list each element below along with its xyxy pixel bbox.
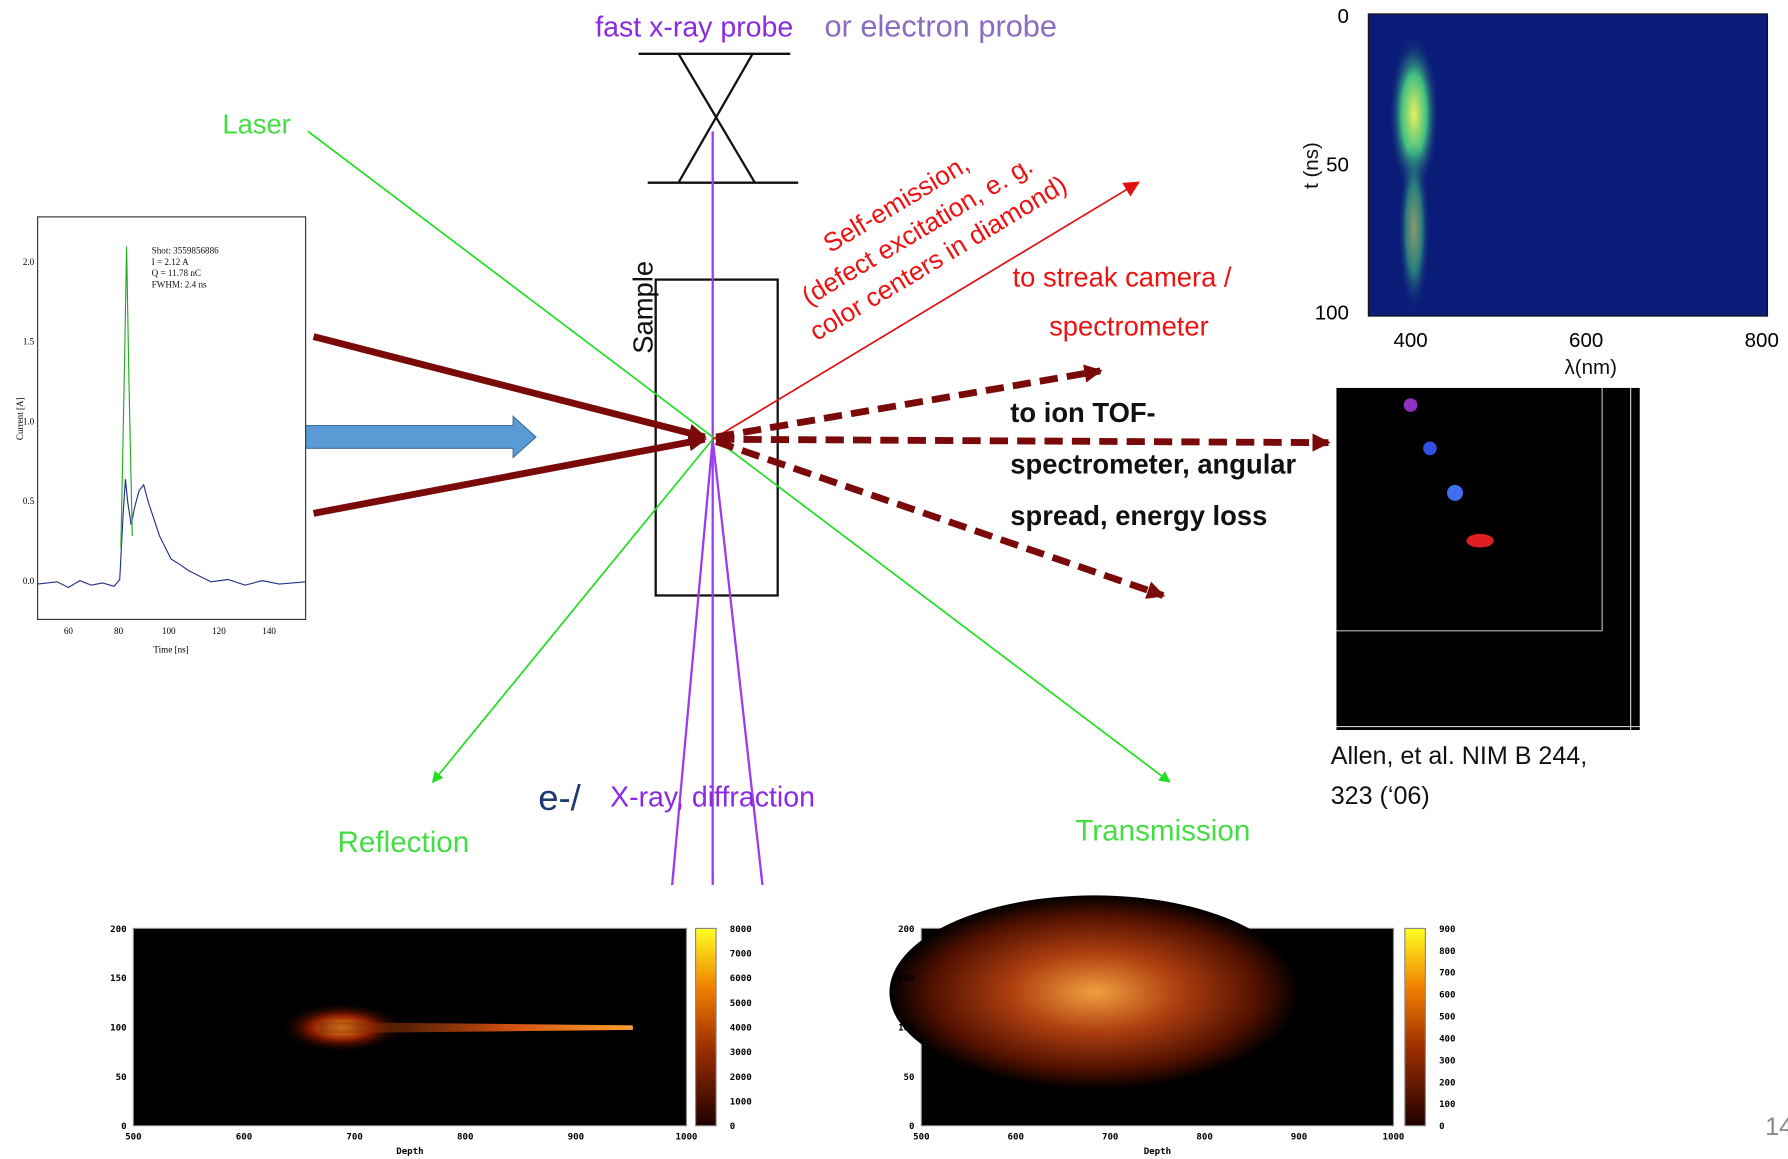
y-tick-label: 200: [110, 925, 126, 935]
emission-tail: [1398, 143, 1430, 314]
x-axis-label: Depth: [396, 1147, 423, 1157]
laser-label: Laser: [222, 109, 290, 140]
colorbar-tick-label: 3000: [730, 1048, 752, 1058]
probe-beams: [673, 131, 762, 878]
citation: 323 (‘06): [1331, 782, 1430, 810]
colorbar-tick-label: 600: [1439, 991, 1455, 1001]
colorbar-tick-label: 2000: [730, 1073, 752, 1083]
ion-label: spectrometer, angular: [1010, 448, 1296, 479]
colorbar-tick-label: 7000: [730, 950, 752, 960]
x-tick-label: 500: [125, 1132, 141, 1142]
y-tick-label: 0.0: [23, 576, 35, 586]
probe-label: fast x-ray probe: [595, 12, 793, 44]
colorbar-tick-label: 100: [1439, 1100, 1455, 1110]
colorbar-tick-label: 900: [1439, 925, 1455, 935]
page: fast x-ray probe or electron probe Laser…: [0, 0, 1788, 1159]
colorbar-tick-label: 500: [1439, 1013, 1455, 1023]
x-tick-label: 800: [1196, 1132, 1212, 1142]
y-tick-label: 100: [1315, 302, 1349, 325]
y-tick-label: 200: [898, 925, 914, 935]
x-tick-label: 80: [114, 626, 124, 636]
x-tick-label: 100: [162, 626, 176, 636]
self-emission: Self-emission, (defect excitation, e. g.…: [769, 111, 1072, 347]
sample-label: Sample: [627, 261, 658, 354]
y-tick-label: 100: [110, 1023, 126, 1033]
y-tick-label: 50: [116, 1073, 127, 1083]
streak-plot: t (ns) λ(nm): [1300, 14, 1767, 379]
slide: fast x-ray probe or electron probe Laser…: [0, 0, 1788, 1159]
x-tick-label: 60: [64, 626, 74, 636]
y-tick-label: 150: [898, 974, 914, 984]
reflection-label: Reflection: [338, 826, 470, 859]
y-tick-label: 0.5: [23, 496, 35, 506]
x-axis-label: λ(nm): [1565, 356, 1617, 379]
probe-alt-label: or electron probe: [824, 9, 1057, 44]
x-tick-label: 600: [1569, 329, 1603, 352]
streak-label: spectrometer: [1049, 310, 1209, 341]
x-tick-label: 800: [457, 1132, 473, 1142]
x-tick-label: 140: [262, 626, 276, 636]
electron-label: e-/: [538, 777, 581, 818]
y-tick-label: 2.0: [23, 257, 35, 267]
colorbar-tick-label: 4000: [730, 1023, 752, 1033]
colorbar-tick-label: 200: [1439, 1078, 1455, 1088]
y-tick-label: 0: [121, 1122, 126, 1132]
x-tick-label: 1000: [675, 1132, 697, 1142]
x-axis-label: Time [ns]: [153, 644, 188, 654]
x-tick-label: 500: [913, 1132, 929, 1142]
y-tick-label: 1.5: [23, 337, 35, 347]
legend-line: Shot: 3559856886: [152, 245, 220, 255]
colorbar-tick-label: 6000: [730, 974, 752, 984]
heat-cloud: [889, 895, 1300, 1089]
x-tick-label: 700: [1102, 1132, 1118, 1142]
colorbar-tick-label: 8000: [730, 925, 752, 935]
colorbar-tick-label: 800: [1439, 947, 1455, 957]
colorbar-tick-label: 400: [1439, 1034, 1455, 1044]
ion-label: spread, energy loss: [1010, 500, 1267, 531]
legend-line: FWHM: 2.4 ns: [152, 280, 207, 290]
y-tick-label: 0: [1338, 5, 1349, 28]
x-tick-label: 800: [1745, 329, 1779, 352]
x-axis-label: Depth: [1144, 1147, 1171, 1157]
xray-label: X-ray, diffraction: [610, 781, 815, 813]
x-tick-label: 120: [212, 626, 226, 636]
x-tick-label: 600: [1008, 1132, 1024, 1142]
x-tick-label: 700: [346, 1132, 362, 1142]
colorbar-tick-label: 5000: [730, 999, 752, 1009]
y-tick-label: 1.0: [23, 416, 35, 426]
transmission-label: Transmission: [1075, 815, 1250, 848]
y-tick-label: 100: [898, 1023, 914, 1033]
ion-label: to ion TOF-: [1010, 397, 1155, 428]
colorbar-tick-label: 1000: [730, 1097, 752, 1107]
y-axis-label: t (ns): [1300, 142, 1323, 189]
x-tick-label: 1000: [1382, 1132, 1404, 1142]
y-tick-label: 50: [904, 1073, 915, 1083]
x-tick-label: 900: [1291, 1132, 1307, 1142]
x-tick-label: 400: [1393, 329, 1427, 352]
y-tick-label: 50: [1326, 153, 1349, 176]
y-tick-label: 150: [110, 974, 126, 984]
image-frame: [1336, 388, 1639, 730]
citation: Allen, et al. NIM B 244,: [1331, 742, 1587, 770]
x-tick-label: 900: [568, 1132, 584, 1142]
current-plot: Shot: 3559856886 I = 2.12 AQ = 11.78 nC FW…: [15, 217, 306, 655]
legend-line: I = 2.12 A: [152, 257, 189, 267]
page-number: 14: [1765, 1113, 1788, 1141]
legend-line: Q = 11.78 nC: [152, 268, 201, 278]
ion-image: [1336, 388, 1639, 730]
y-tick-label: 0: [909, 1122, 914, 1132]
probe-optics: [639, 54, 799, 183]
colorbar-tick-label: 0: [1439, 1122, 1444, 1132]
colorbar: [696, 928, 717, 1125]
x-tick-label: 600: [236, 1132, 252, 1142]
colorbar-tick-label: 0: [730, 1122, 735, 1132]
streak-label: to streak camera /: [1013, 261, 1232, 292]
colorbar-tick-label: 700: [1439, 969, 1455, 979]
colorbar: [1405, 928, 1426, 1125]
colorbar-tick-label: 300: [1439, 1056, 1455, 1066]
